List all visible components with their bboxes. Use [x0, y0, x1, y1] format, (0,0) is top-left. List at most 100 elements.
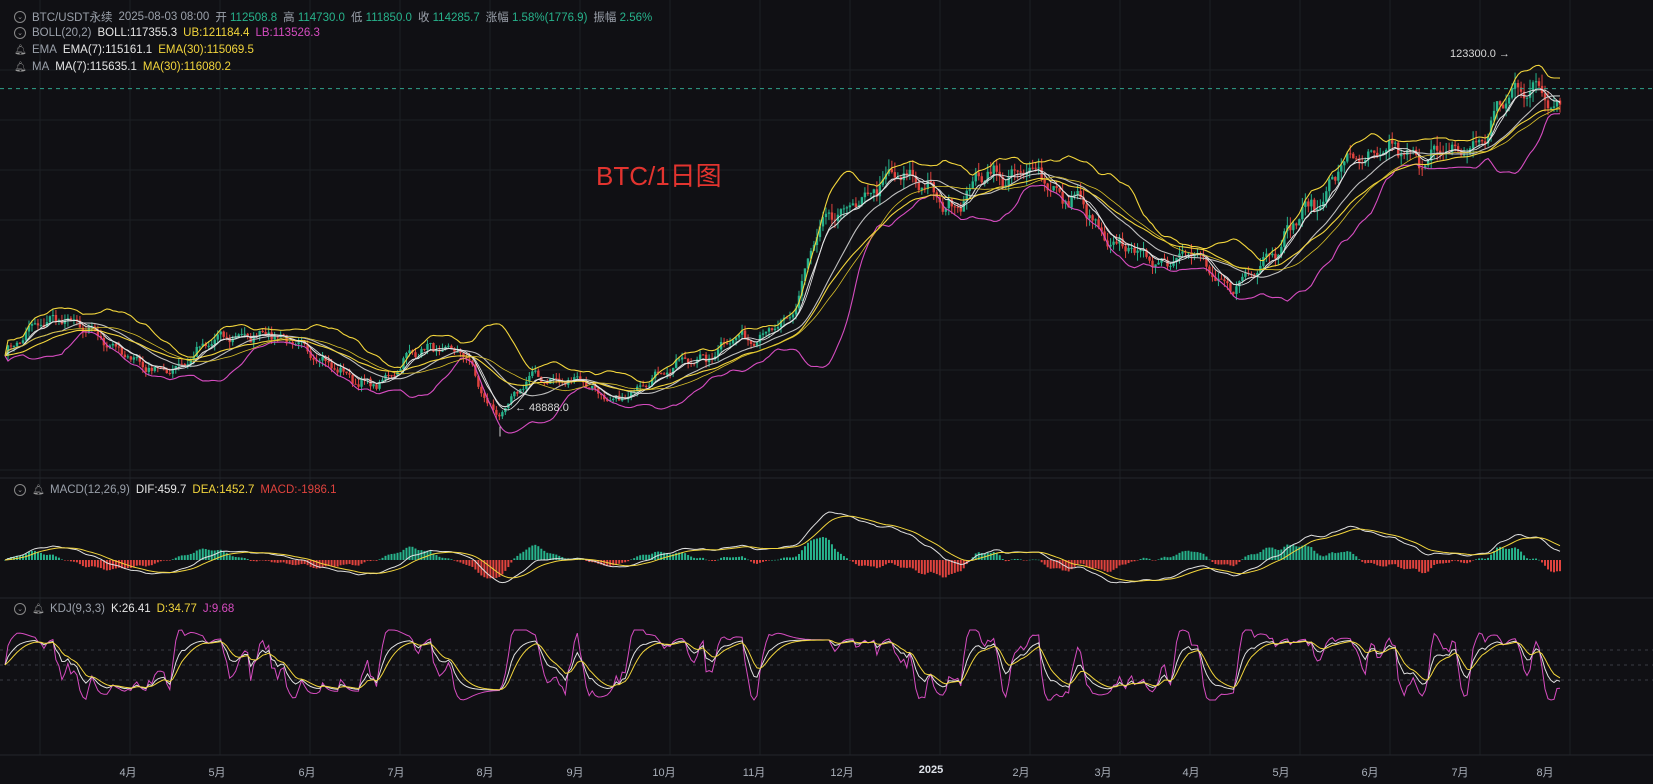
macd-bar [549, 553, 552, 560]
ema-name[interactable]: EMA [32, 44, 57, 56]
candle-body [1313, 199, 1316, 212]
bell-icon[interactable]: 🔔︎ [32, 484, 45, 496]
macd-bar [1010, 559, 1013, 561]
datetime-label: 2025-08-03 08:00 [118, 11, 210, 23]
macd-name[interactable]: MACD(12,26,9) [50, 484, 130, 496]
candle-body [1286, 225, 1289, 232]
candle-body [588, 387, 591, 389]
candle-body [740, 330, 744, 335]
macd-bar [66, 560, 69, 561]
macd-dif-line [4, 511, 1561, 584]
macd-bar [1379, 560, 1382, 567]
candle-body [606, 399, 609, 401]
candle-body [926, 180, 930, 190]
macd-bar [150, 560, 153, 566]
macd-bar [282, 560, 285, 563]
bell-icon[interactable]: 🔔︎ [32, 603, 45, 615]
macd-bar [1388, 560, 1391, 565]
bell-icon[interactable]: 🔔︎ [14, 44, 27, 56]
candle-body [1310, 199, 1313, 207]
collapse-chevron-icon[interactable]: ⌄ [14, 484, 26, 496]
macd-bar [1487, 557, 1490, 560]
macd-bar [1043, 560, 1046, 565]
candle-body [600, 393, 603, 395]
macd-bar [87, 560, 90, 567]
macd-bar [687, 554, 690, 560]
macd-bar [1124, 560, 1127, 565]
candle-body [372, 384, 375, 387]
macd-bar [1046, 560, 1049, 568]
candle-body [986, 171, 989, 181]
boll-name[interactable]: BOLL(20,2) [32, 27, 92, 39]
macd-bar [183, 555, 186, 560]
kdj-name[interactable]: KDJ(9,3,3) [50, 603, 105, 615]
candle-body [297, 342, 300, 345]
macd-bar [1160, 557, 1163, 560]
macd-bar [1091, 560, 1094, 569]
ma-name[interactable]: MA [32, 61, 50, 73]
x-tick-label: 7月 [1451, 767, 1469, 779]
macd-bar [1376, 560, 1379, 566]
macd-bar [699, 557, 702, 560]
macd-bar [177, 556, 180, 560]
candle-body [1229, 283, 1232, 292]
macd-bar [1349, 551, 1352, 560]
macd-bar [872, 560, 875, 567]
collapse-chevron-icon[interactable]: ⌄ [14, 11, 26, 23]
ema30-value: EMA(30):115069.5 [158, 44, 254, 56]
macd-bar [756, 560, 759, 564]
boll-lower-line [4, 113, 1561, 434]
candle-body [477, 375, 480, 387]
bell-icon[interactable]: 🔔︎ [14, 61, 27, 73]
macd-bar [147, 560, 150, 566]
macd-bar [153, 560, 156, 564]
candle-body [324, 356, 327, 362]
close-value: 114285.7 [432, 12, 480, 24]
macd-bar [1049, 560, 1052, 569]
collapse-chevron-icon[interactable]: ⌄ [14, 27, 26, 39]
macd-bar [809, 540, 812, 560]
macd-bar [771, 559, 774, 561]
macd-bar [303, 560, 306, 564]
candle-body [845, 207, 849, 209]
macd-bar [806, 542, 809, 560]
macd-bar [705, 559, 708, 561]
macd-bar [1517, 548, 1520, 560]
candle-body [1450, 144, 1454, 153]
candle-body [546, 382, 549, 384]
macd-bar [42, 554, 45, 560]
macd-bar [132, 560, 135, 567]
macd-bar [1331, 552, 1334, 560]
candle-body [1052, 186, 1055, 191]
macd-bar [180, 555, 183, 560]
macd-bar [225, 552, 228, 560]
macd-bar [330, 560, 333, 567]
macd-bar [1025, 560, 1028, 561]
macd-bar [1103, 560, 1106, 571]
candle-body [318, 360, 321, 362]
candle-body [788, 317, 792, 319]
candle-body [752, 344, 756, 346]
candle-body [243, 333, 246, 335]
kdj-d-line [4, 639, 1561, 691]
collapse-chevron-icon[interactable]: ⌄ [14, 603, 26, 615]
candle-body [486, 397, 489, 404]
x-tick-label: 4月 [1182, 767, 1200, 779]
macd-bar [528, 547, 531, 560]
candle-body [1214, 277, 1217, 282]
candle-body [498, 414, 501, 417]
candle-body [1349, 153, 1352, 155]
macd-bar [1502, 548, 1505, 560]
candle-body [1121, 238, 1124, 247]
macd-bar [1295, 546, 1298, 560]
macd-bar [339, 560, 342, 566]
candle-body [1370, 150, 1373, 152]
macd-bar [1448, 560, 1451, 563]
macd-bar [905, 560, 908, 569]
candle-body [1073, 194, 1076, 197]
macd-bar [174, 557, 177, 560]
candle-body [339, 367, 342, 373]
macd-bar [950, 560, 953, 574]
macd-bar [78, 560, 81, 565]
